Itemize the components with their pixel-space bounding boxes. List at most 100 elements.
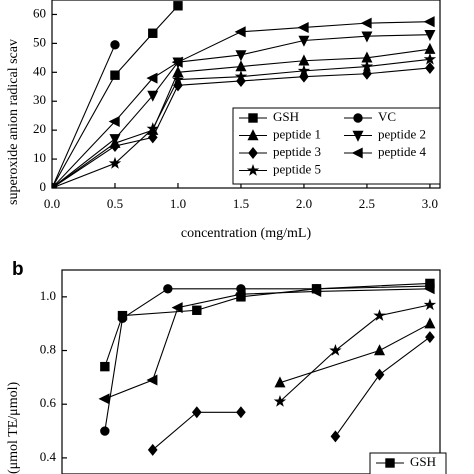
legend-box bbox=[369, 452, 447, 474]
series-line bbox=[52, 21, 430, 188]
y-tick-label: 60 bbox=[33, 5, 46, 20]
marker bbox=[374, 344, 386, 356]
marker bbox=[117, 313, 128, 324]
y-tick-label: 10 bbox=[33, 150, 46, 165]
marker bbox=[423, 52, 437, 65]
marker bbox=[171, 302, 183, 314]
marker bbox=[146, 122, 159, 134]
y-tick-label: 0 bbox=[40, 179, 47, 194]
legend-marker bbox=[351, 147, 363, 159]
marker bbox=[98, 393, 110, 405]
marker bbox=[110, 140, 120, 153]
marker bbox=[423, 16, 435, 28]
legend-label: peptide 1 bbox=[273, 126, 321, 141]
plot-frame bbox=[61, 269, 441, 474]
y-tick-label: 1.0 bbox=[40, 288, 56, 303]
y-tick-label: 0.6 bbox=[40, 395, 57, 410]
marker bbox=[100, 426, 110, 436]
legend-marker bbox=[353, 113, 363, 123]
x-tick-label: 3.0 bbox=[422, 196, 438, 211]
marker bbox=[274, 376, 286, 388]
series-line bbox=[279, 304, 431, 402]
marker bbox=[146, 72, 158, 84]
legend-marker bbox=[352, 130, 364, 142]
marker bbox=[171, 56, 183, 68]
marker bbox=[361, 31, 373, 43]
marker bbox=[171, 73, 185, 85]
marker bbox=[310, 285, 322, 297]
plot-area bbox=[98, 278, 437, 456]
legend-marker bbox=[247, 129, 259, 141]
marker bbox=[109, 134, 121, 146]
marker bbox=[192, 305, 202, 315]
marker bbox=[191, 406, 202, 419]
legend-box bbox=[232, 107, 441, 185]
series-line bbox=[104, 288, 430, 400]
marker bbox=[147, 443, 158, 456]
marker bbox=[52, 181, 59, 188]
series-line bbox=[52, 44, 116, 188]
marker bbox=[360, 60, 374, 72]
marker bbox=[424, 30, 436, 42]
marker bbox=[360, 17, 372, 29]
marker bbox=[234, 288, 246, 300]
marker bbox=[163, 284, 173, 294]
x-tick-label: 1.5 bbox=[233, 196, 249, 211]
marker bbox=[423, 298, 437, 311]
marker bbox=[298, 35, 310, 47]
y-tick-label: 0.4 bbox=[40, 449, 57, 464]
legend-label: peptide 2 bbox=[378, 126, 426, 141]
series-line bbox=[52, 48, 430, 188]
y-tick-label: 20 bbox=[33, 121, 46, 136]
marker bbox=[373, 309, 386, 321]
x-axis-label: concentration (mg/mL) bbox=[181, 226, 312, 241]
legend-label: VC bbox=[378, 109, 396, 124]
marker bbox=[147, 131, 158, 144]
marker bbox=[362, 67, 372, 80]
y-tick-label: 40 bbox=[33, 63, 46, 78]
marker bbox=[110, 70, 120, 80]
y-axis-label: (μmol TE/μmol) bbox=[6, 382, 21, 474]
series-line bbox=[104, 285, 430, 432]
legend-label: VC bbox=[410, 472, 428, 474]
panel-label: b bbox=[12, 259, 24, 280]
plot-frame bbox=[51, 0, 441, 189]
marker bbox=[297, 21, 309, 33]
legend-marker bbox=[248, 113, 258, 123]
series-line bbox=[52, 34, 430, 188]
x-tick-label: 2.0 bbox=[296, 196, 312, 211]
x-tick-label: 0.0 bbox=[44, 196, 60, 211]
marker bbox=[110, 40, 120, 50]
y-tick-label: 50 bbox=[33, 34, 46, 49]
legend-label: peptide 3 bbox=[273, 144, 321, 159]
marker bbox=[234, 26, 246, 38]
legend-label: GSH bbox=[273, 109, 299, 124]
marker bbox=[108, 115, 120, 127]
series-line bbox=[52, 67, 430, 188]
marker bbox=[374, 368, 385, 381]
marker bbox=[425, 61, 435, 74]
marker bbox=[425, 331, 435, 344]
marker bbox=[148, 28, 158, 38]
legend-marker bbox=[385, 458, 395, 468]
marker bbox=[330, 430, 341, 443]
x-tick-label: 0.5 bbox=[107, 196, 123, 211]
marker bbox=[424, 42, 436, 54]
y-tick-label: 30 bbox=[33, 92, 46, 107]
x-tick-label: 2.5 bbox=[359, 196, 375, 211]
marker bbox=[234, 70, 248, 82]
marker bbox=[329, 344, 342, 356]
y-axis-label: superoxide anion radical scav bbox=[6, 39, 21, 205]
series-line bbox=[52, 5, 179, 188]
marker bbox=[108, 156, 122, 169]
y-tick-label: 0.8 bbox=[40, 342, 56, 357]
marker bbox=[100, 361, 110, 372]
x-tick-label: 1.0 bbox=[170, 196, 186, 211]
legend-label: peptide 5 bbox=[273, 161, 321, 176]
plot-area bbox=[52, 1, 437, 188]
marker bbox=[173, 1, 183, 11]
marker bbox=[236, 406, 246, 419]
marker bbox=[423, 283, 435, 295]
marker bbox=[297, 64, 311, 77]
